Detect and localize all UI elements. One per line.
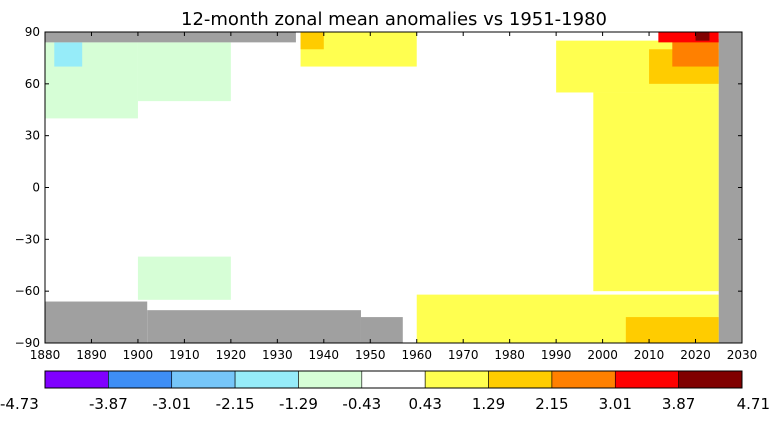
- colorbar-label: 0.43: [408, 395, 441, 413]
- x-tick-label: 1880: [30, 348, 61, 362]
- chart-title: 12-month zonal mean anomalies vs 1951-19…: [181, 9, 607, 30]
- anomaly-region: [137, 256, 231, 300]
- anomaly-region: [593, 92, 719, 292]
- colorbar-swatch: [424, 370, 489, 389]
- colorbar-swatch: [234, 370, 299, 389]
- colorbar-label: 3.87: [662, 395, 695, 413]
- y-tick-label: 60: [25, 77, 40, 91]
- anomaly-region: [625, 317, 719, 343]
- colorbar-swatch: [44, 370, 109, 389]
- x-tick-label: 1990: [541, 348, 572, 362]
- colorbar-swatch: [298, 370, 363, 389]
- colorbar-swatch: [361, 370, 426, 389]
- y-tick-label: 30: [25, 129, 40, 143]
- x-tick-label: 1970: [448, 348, 479, 362]
- plot-area: [44, 31, 743, 344]
- y-axis: 90 60 30 0 −30 −60 −90: [15, 25, 742, 350]
- x-tick-label: 1980: [494, 348, 525, 362]
- y-tick-label: 90: [25, 25, 40, 39]
- anomaly-region: [658, 32, 719, 43]
- colorbar-label: -3.87: [89, 395, 128, 413]
- colorbar-label: -1.29: [279, 395, 318, 413]
- x-tick-label: 1950: [355, 348, 386, 362]
- colorbar-label: 4.71: [737, 395, 770, 413]
- anomaly-region: [300, 32, 324, 50]
- y-tick-label: 0: [32, 181, 40, 195]
- colorbar-label: 3.01: [599, 395, 632, 413]
- colorbar-swatch: [678, 370, 743, 389]
- colorbar-swatch: [171, 370, 236, 389]
- y-tick-label: −60: [15, 284, 40, 298]
- colorbar-label: -4.73: [0, 395, 39, 413]
- colorbar-label: -0.43: [342, 395, 381, 413]
- anomaly-region: [54, 42, 83, 67]
- missing-data-region: [45, 32, 296, 43]
- anomaly-region: [137, 42, 231, 102]
- x-tick-label: 1940: [309, 348, 340, 362]
- missing-data-region: [45, 301, 148, 343]
- x-tick-label: 1930: [262, 348, 293, 362]
- colorbar: -4.73 -3.87 -3.01 -2.15 -1.29 -0.43 0.43 1.29 2.…: [0, 370, 770, 413]
- x-tick-label: 2000: [587, 348, 618, 362]
- colorbar-swatch: [614, 370, 679, 389]
- x-tick-label: 2010: [634, 348, 665, 362]
- y-tick-label: −30: [15, 232, 40, 246]
- missing-data-region: [718, 32, 742, 343]
- x-tick-label: 2030: [727, 348, 758, 362]
- colorbar-frame: [44, 370, 743, 389]
- x-tick-label: 1960: [401, 348, 432, 362]
- y-tick-label: −90: [15, 336, 40, 350]
- missing-data-region: [147, 310, 361, 343]
- anomaly-region: [695, 32, 710, 41]
- colorbar-label: 2.15: [535, 395, 568, 413]
- x-tick-label: 1890: [76, 348, 107, 362]
- x-tick-label: 2020: [680, 348, 711, 362]
- x-tick-label: 1910: [169, 348, 200, 362]
- anomaly-region: [672, 38, 719, 67]
- colorbar-label: 1.29: [472, 395, 505, 413]
- x-axis: 1880 1890 1900 1910 1920 1930 1940 1950 1960 1970…: [30, 32, 758, 362]
- colorbar-label: -3.01: [152, 395, 191, 413]
- x-tick-label: 1900: [123, 348, 154, 362]
- x-tick-label: 1920: [216, 348, 247, 362]
- colorbar-label: -2.15: [216, 395, 255, 413]
- missing-data-region: [360, 317, 403, 343]
- colorbar-swatch: [488, 370, 553, 389]
- colorbar-swatch: [551, 370, 616, 389]
- colorbar-swatch: [108, 370, 173, 389]
